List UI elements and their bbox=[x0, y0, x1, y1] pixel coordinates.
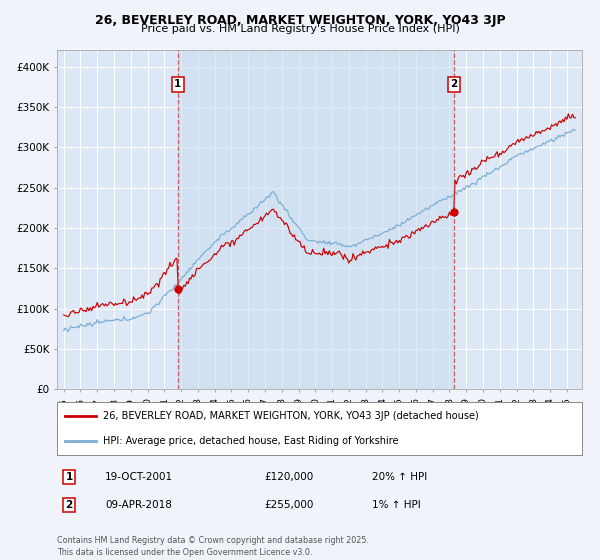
Text: 19-OCT-2001: 19-OCT-2001 bbox=[105, 472, 173, 482]
Text: 20% ↑ HPI: 20% ↑ HPI bbox=[372, 472, 427, 482]
Text: 26, BEVERLEY ROAD, MARKET WEIGHTON, YORK, YO43 3JP (detached house): 26, BEVERLEY ROAD, MARKET WEIGHTON, YORK… bbox=[103, 411, 479, 421]
Text: Price paid vs. HM Land Registry's House Price Index (HPI): Price paid vs. HM Land Registry's House … bbox=[140, 24, 460, 34]
Text: 1: 1 bbox=[65, 472, 73, 482]
Text: 1: 1 bbox=[174, 80, 181, 89]
Text: 09-APR-2018: 09-APR-2018 bbox=[105, 500, 172, 510]
Text: 2: 2 bbox=[451, 80, 458, 89]
Text: £120,000: £120,000 bbox=[264, 472, 313, 482]
Bar bbox=[178, 50, 454, 389]
Text: Contains HM Land Registry data © Crown copyright and database right 2025.
This d: Contains HM Land Registry data © Crown c… bbox=[57, 536, 369, 557]
Text: 2: 2 bbox=[65, 500, 73, 510]
Text: £255,000: £255,000 bbox=[264, 500, 313, 510]
Text: 1% ↑ HPI: 1% ↑ HPI bbox=[372, 500, 421, 510]
Text: 26, BEVERLEY ROAD, MARKET WEIGHTON, YORK, YO43 3JP: 26, BEVERLEY ROAD, MARKET WEIGHTON, YORK… bbox=[95, 14, 505, 27]
Text: HPI: Average price, detached house, East Riding of Yorkshire: HPI: Average price, detached house, East… bbox=[103, 436, 398, 446]
